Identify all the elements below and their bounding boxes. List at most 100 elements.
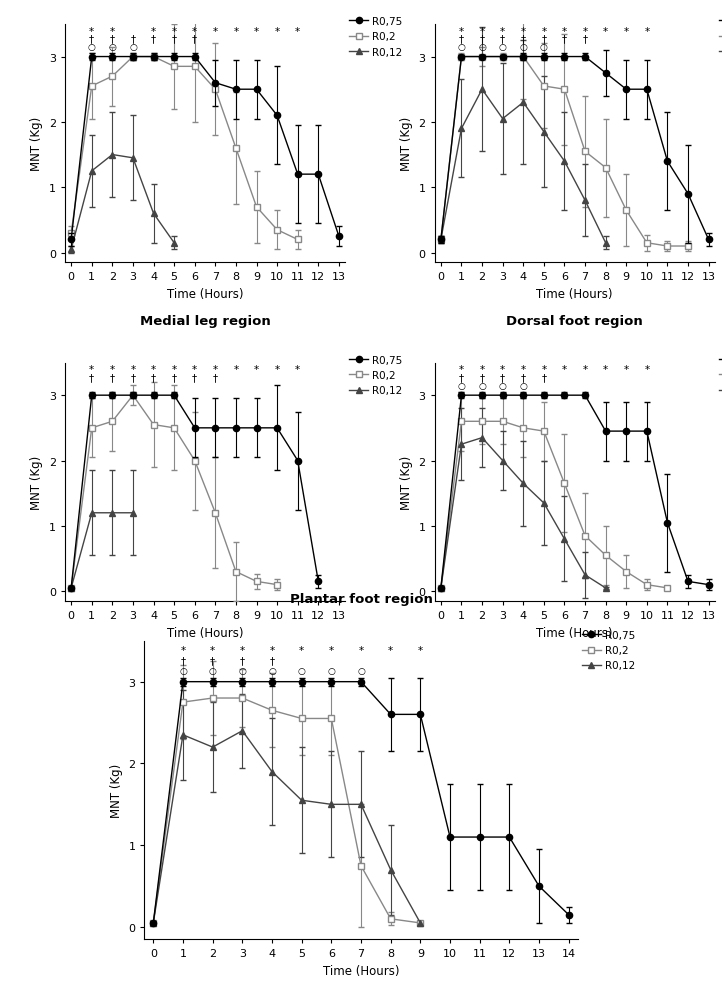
- Text: †: †: [192, 373, 197, 383]
- Text: ○: ○: [297, 666, 305, 676]
- Text: *: *: [603, 27, 608, 37]
- Text: *: *: [172, 365, 177, 375]
- Text: *: *: [151, 27, 156, 37]
- Y-axis label: MNT (Kg): MNT (Kg): [30, 117, 43, 171]
- X-axis label: Time (Hours): Time (Hours): [536, 626, 613, 639]
- Text: †: †: [500, 35, 505, 45]
- Text: †: †: [180, 656, 186, 666]
- Text: *: *: [110, 27, 115, 37]
- Text: *: *: [624, 365, 629, 375]
- Text: *: *: [299, 646, 304, 656]
- Text: †: †: [90, 35, 95, 45]
- Text: †: †: [240, 656, 245, 666]
- Text: *: *: [295, 365, 300, 375]
- Text: *: *: [172, 27, 177, 37]
- Text: ○: ○: [458, 44, 466, 53]
- Text: *: *: [644, 365, 649, 375]
- Text: †: †: [269, 656, 274, 666]
- Text: †: †: [151, 35, 156, 45]
- Text: *: *: [192, 27, 197, 37]
- Text: ○: ○: [540, 44, 548, 53]
- Text: *: *: [479, 27, 484, 37]
- Text: †: †: [479, 373, 484, 383]
- Text: ○: ○: [519, 382, 527, 391]
- Text: †: †: [131, 35, 136, 45]
- Text: *: *: [192, 365, 197, 375]
- Legend: R0,75, R0,2, R0,12: R0,75, R0,2, R0,12: [715, 13, 722, 62]
- Text: *: *: [213, 365, 218, 375]
- Title: Medial leg region: Medial leg region: [139, 314, 271, 327]
- Legend: R0,75, R0,2, R0,12: R0,75, R0,2, R0,12: [578, 626, 639, 675]
- Text: *: *: [500, 365, 505, 375]
- X-axis label: Time (Hours): Time (Hours): [323, 964, 399, 977]
- Text: *: *: [90, 27, 95, 37]
- Text: *: *: [500, 27, 505, 37]
- Text: †: †: [562, 35, 567, 45]
- Text: ○: ○: [327, 666, 335, 676]
- X-axis label: Time (Hours): Time (Hours): [167, 626, 243, 639]
- Text: †: †: [131, 373, 136, 383]
- Text: *: *: [542, 365, 547, 375]
- Y-axis label: MNT (Kg): MNT (Kg): [110, 763, 123, 817]
- Text: *: *: [269, 646, 274, 656]
- Text: †: †: [542, 373, 547, 383]
- Text: *: *: [274, 27, 279, 37]
- Text: ○: ○: [88, 44, 96, 53]
- Text: *: *: [644, 27, 649, 37]
- Text: ○: ○: [357, 666, 365, 676]
- Text: *: *: [151, 365, 156, 375]
- Text: *: *: [233, 365, 238, 375]
- Text: ○: ○: [238, 666, 246, 676]
- Text: *: *: [274, 365, 279, 375]
- Text: *: *: [254, 27, 259, 37]
- Title: Dorsal foot region: Dorsal foot region: [506, 314, 643, 327]
- Text: ○: ○: [179, 666, 187, 676]
- Y-axis label: MNT (Kg): MNT (Kg): [30, 455, 43, 509]
- Text: †: †: [542, 35, 547, 45]
- Text: ○: ○: [458, 382, 466, 391]
- Text: †: †: [479, 35, 484, 45]
- Y-axis label: MNT (Kg): MNT (Kg): [400, 117, 413, 171]
- Text: ○: ○: [129, 44, 137, 53]
- Text: ○: ○: [209, 666, 217, 676]
- Text: †: †: [172, 373, 177, 383]
- Text: *: *: [254, 365, 259, 375]
- Text: *: *: [521, 27, 526, 37]
- Legend: R0,75, R0,2, R0,12: R0,75, R0,2, R0,12: [715, 351, 722, 400]
- Text: *: *: [90, 365, 95, 375]
- Text: ○: ○: [108, 44, 116, 53]
- Text: *: *: [131, 365, 136, 375]
- Text: †: †: [172, 35, 177, 45]
- Text: *: *: [388, 646, 393, 656]
- Legend: R0,75, R0,2, R0,12: R0,75, R0,2, R0,12: [345, 13, 406, 62]
- Text: †: †: [192, 35, 197, 45]
- Text: *: *: [358, 646, 364, 656]
- Text: ○: ○: [519, 44, 527, 53]
- Title: Plantar foot region: Plantar foot region: [290, 592, 432, 605]
- Text: †: †: [521, 373, 526, 383]
- Text: ○: ○: [478, 382, 486, 391]
- Text: *: *: [240, 646, 245, 656]
- Text: *: *: [562, 27, 567, 37]
- Y-axis label: MNT (Kg): MNT (Kg): [400, 455, 413, 509]
- Text: †: †: [210, 656, 215, 666]
- Text: *: *: [583, 365, 588, 375]
- Text: ○: ○: [268, 666, 276, 676]
- Text: *: *: [233, 27, 238, 37]
- Text: *: *: [418, 646, 423, 656]
- Text: †: †: [459, 373, 464, 383]
- Text: *: *: [603, 365, 608, 375]
- Legend: R0,75, R0,2, R0,12: R0,75, R0,2, R0,12: [345, 351, 406, 400]
- Text: *: *: [542, 27, 547, 37]
- Text: ○: ○: [499, 44, 507, 53]
- X-axis label: Time (Hours): Time (Hours): [167, 287, 243, 300]
- Text: †: †: [110, 35, 115, 45]
- Text: †: †: [90, 373, 95, 383]
- Text: *: *: [521, 365, 526, 375]
- Text: *: *: [562, 365, 567, 375]
- Text: †: †: [110, 373, 115, 383]
- Text: *: *: [210, 646, 215, 656]
- Text: †: †: [583, 35, 588, 45]
- Text: *: *: [479, 365, 484, 375]
- Text: *: *: [624, 27, 629, 37]
